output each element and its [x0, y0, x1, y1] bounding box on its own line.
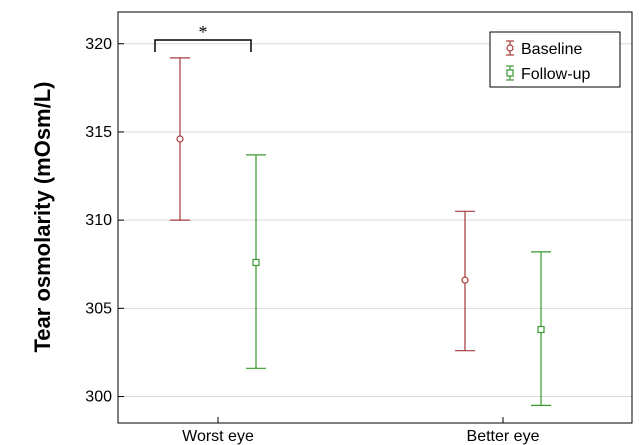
significance-annotation: * — [155, 22, 251, 52]
mean-point — [538, 327, 544, 333]
grid-lines — [118, 44, 632, 397]
y-tick-label-320: 320 — [85, 36, 112, 53]
y-tick-label-315: 315 — [85, 124, 112, 141]
y-tick-label-300: 300 — [85, 389, 112, 406]
data-series — [170, 58, 551, 405]
legend-label: Baseline — [521, 41, 582, 58]
mean-point — [177, 136, 183, 142]
x-tick-label-1: Better eye — [467, 428, 540, 445]
x-tick-label-0: Worst eye — [182, 428, 254, 445]
significance-star: * — [199, 22, 208, 42]
mean-point — [462, 277, 468, 283]
mean-point — [253, 259, 259, 265]
series-follow-up — [246, 155, 551, 405]
x-axis: Worst eye Better eye — [182, 417, 539, 445]
y-tick-label-305: 305 — [85, 300, 112, 317]
legend-label: Follow-up — [521, 66, 590, 83]
legend-marker — [507, 45, 513, 51]
y-tick-label-310: 310 — [85, 212, 112, 229]
legend: Baseline Follow-up — [490, 32, 620, 87]
series-baseline — [170, 58, 475, 351]
legend-marker — [507, 70, 513, 76]
y-axis-title: Tear osmolarity (mOsm/L) — [30, 82, 55, 353]
